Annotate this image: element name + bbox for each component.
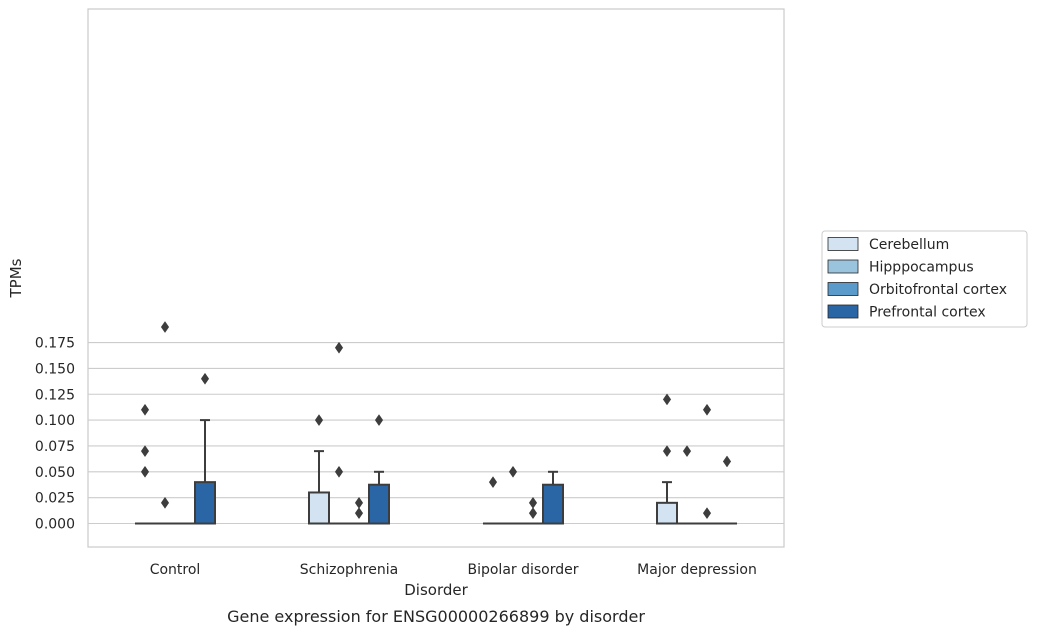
box-group — [656, 393, 678, 525]
box-group — [329, 341, 349, 525]
x-tick-labels: Control Schizophrenia Bipolar disorder Majo… — [150, 562, 757, 578]
box-group — [135, 403, 155, 525]
x-tick-label: Bipolar disorder — [467, 562, 578, 578]
legend-frame — [821, 230, 1028, 328]
legend-label: Hipppocampus — [869, 260, 974, 276]
outlier-point — [200, 372, 210, 385]
y-tick-label: 0.150 — [35, 361, 75, 377]
box-group — [677, 445, 697, 525]
y-tick-label: 0.100 — [35, 413, 75, 429]
outlier-point — [314, 414, 324, 427]
x-axis-label: Disorder — [404, 581, 468, 599]
outlier-point — [528, 496, 538, 509]
box-group — [368, 414, 390, 525]
legend-swatch — [827, 259, 859, 274]
box-group — [349, 496, 369, 525]
outlier-point — [528, 507, 538, 520]
outlier-point — [334, 341, 344, 354]
outlier-point — [722, 455, 732, 468]
outlier-point — [160, 496, 170, 509]
box-group — [483, 476, 503, 525]
outlier-point — [374, 414, 384, 427]
outlier-point — [160, 321, 170, 333]
box — [368, 483, 390, 525]
box-group — [697, 403, 717, 525]
outlier-point — [702, 507, 712, 520]
outlier-point — [140, 445, 150, 458]
y-tick-labels: 0.000 0.025 0.050 0.075 0.100 0.125 0.150 0.175 — [35, 336, 75, 533]
outlier-point — [702, 403, 712, 416]
box-group — [194, 372, 216, 525]
box — [542, 483, 564, 525]
box — [656, 501, 678, 525]
x-tick-label: Control — [150, 562, 201, 578]
box-group — [155, 321, 175, 525]
y-tick-label: 0.075 — [35, 439, 75, 455]
outlier-point — [140, 465, 150, 478]
y-tick-label: 0.025 — [35, 491, 75, 507]
outlier-point — [662, 445, 672, 458]
box-group — [542, 470, 564, 525]
box — [194, 481, 216, 525]
outlier-point — [140, 403, 150, 416]
y-tick-label: 0.175 — [35, 336, 75, 352]
box — [308, 491, 330, 525]
legend-swatch — [827, 282, 859, 296]
box-group — [523, 496, 543, 525]
figure-caption: Gene expression for ENSG00000266899 by d… — [227, 607, 645, 626]
x-tick-label: Schizophrenia — [300, 562, 398, 578]
box-group — [717, 455, 737, 525]
legend-label: Orbitofrontal cortex — [869, 282, 1007, 298]
outlier-point — [662, 393, 672, 406]
legend-label: Cerebellum — [869, 237, 949, 253]
legend: Cerebellum Hipppocampus Orbitofrontal cort… — [821, 230, 1028, 328]
box-group — [503, 465, 523, 525]
legend-swatch — [827, 304, 859, 319]
box-plot-marks — [135, 321, 737, 525]
y-tick-label: 0.000 — [35, 517, 75, 533]
y-tick-label: 0.125 — [35, 387, 75, 403]
y-gridlines — [88, 341, 784, 525]
outlier-point — [682, 445, 692, 458]
legend-swatch — [827, 237, 859, 251]
outlier-point — [508, 465, 518, 478]
y-axis-label: TPMs — [7, 258, 25, 298]
outlier-point — [488, 476, 498, 489]
x-tick-label: Major depression — [637, 562, 757, 578]
plot-area-frame — [87, 8, 785, 548]
outlier-point — [334, 465, 344, 478]
outlier-point — [354, 507, 364, 520]
box-group — [308, 414, 330, 525]
legend-label: Prefrontal cortex — [869, 305, 986, 321]
y-tick-label: 0.050 — [35, 465, 75, 481]
outlier-point — [354, 496, 364, 509]
